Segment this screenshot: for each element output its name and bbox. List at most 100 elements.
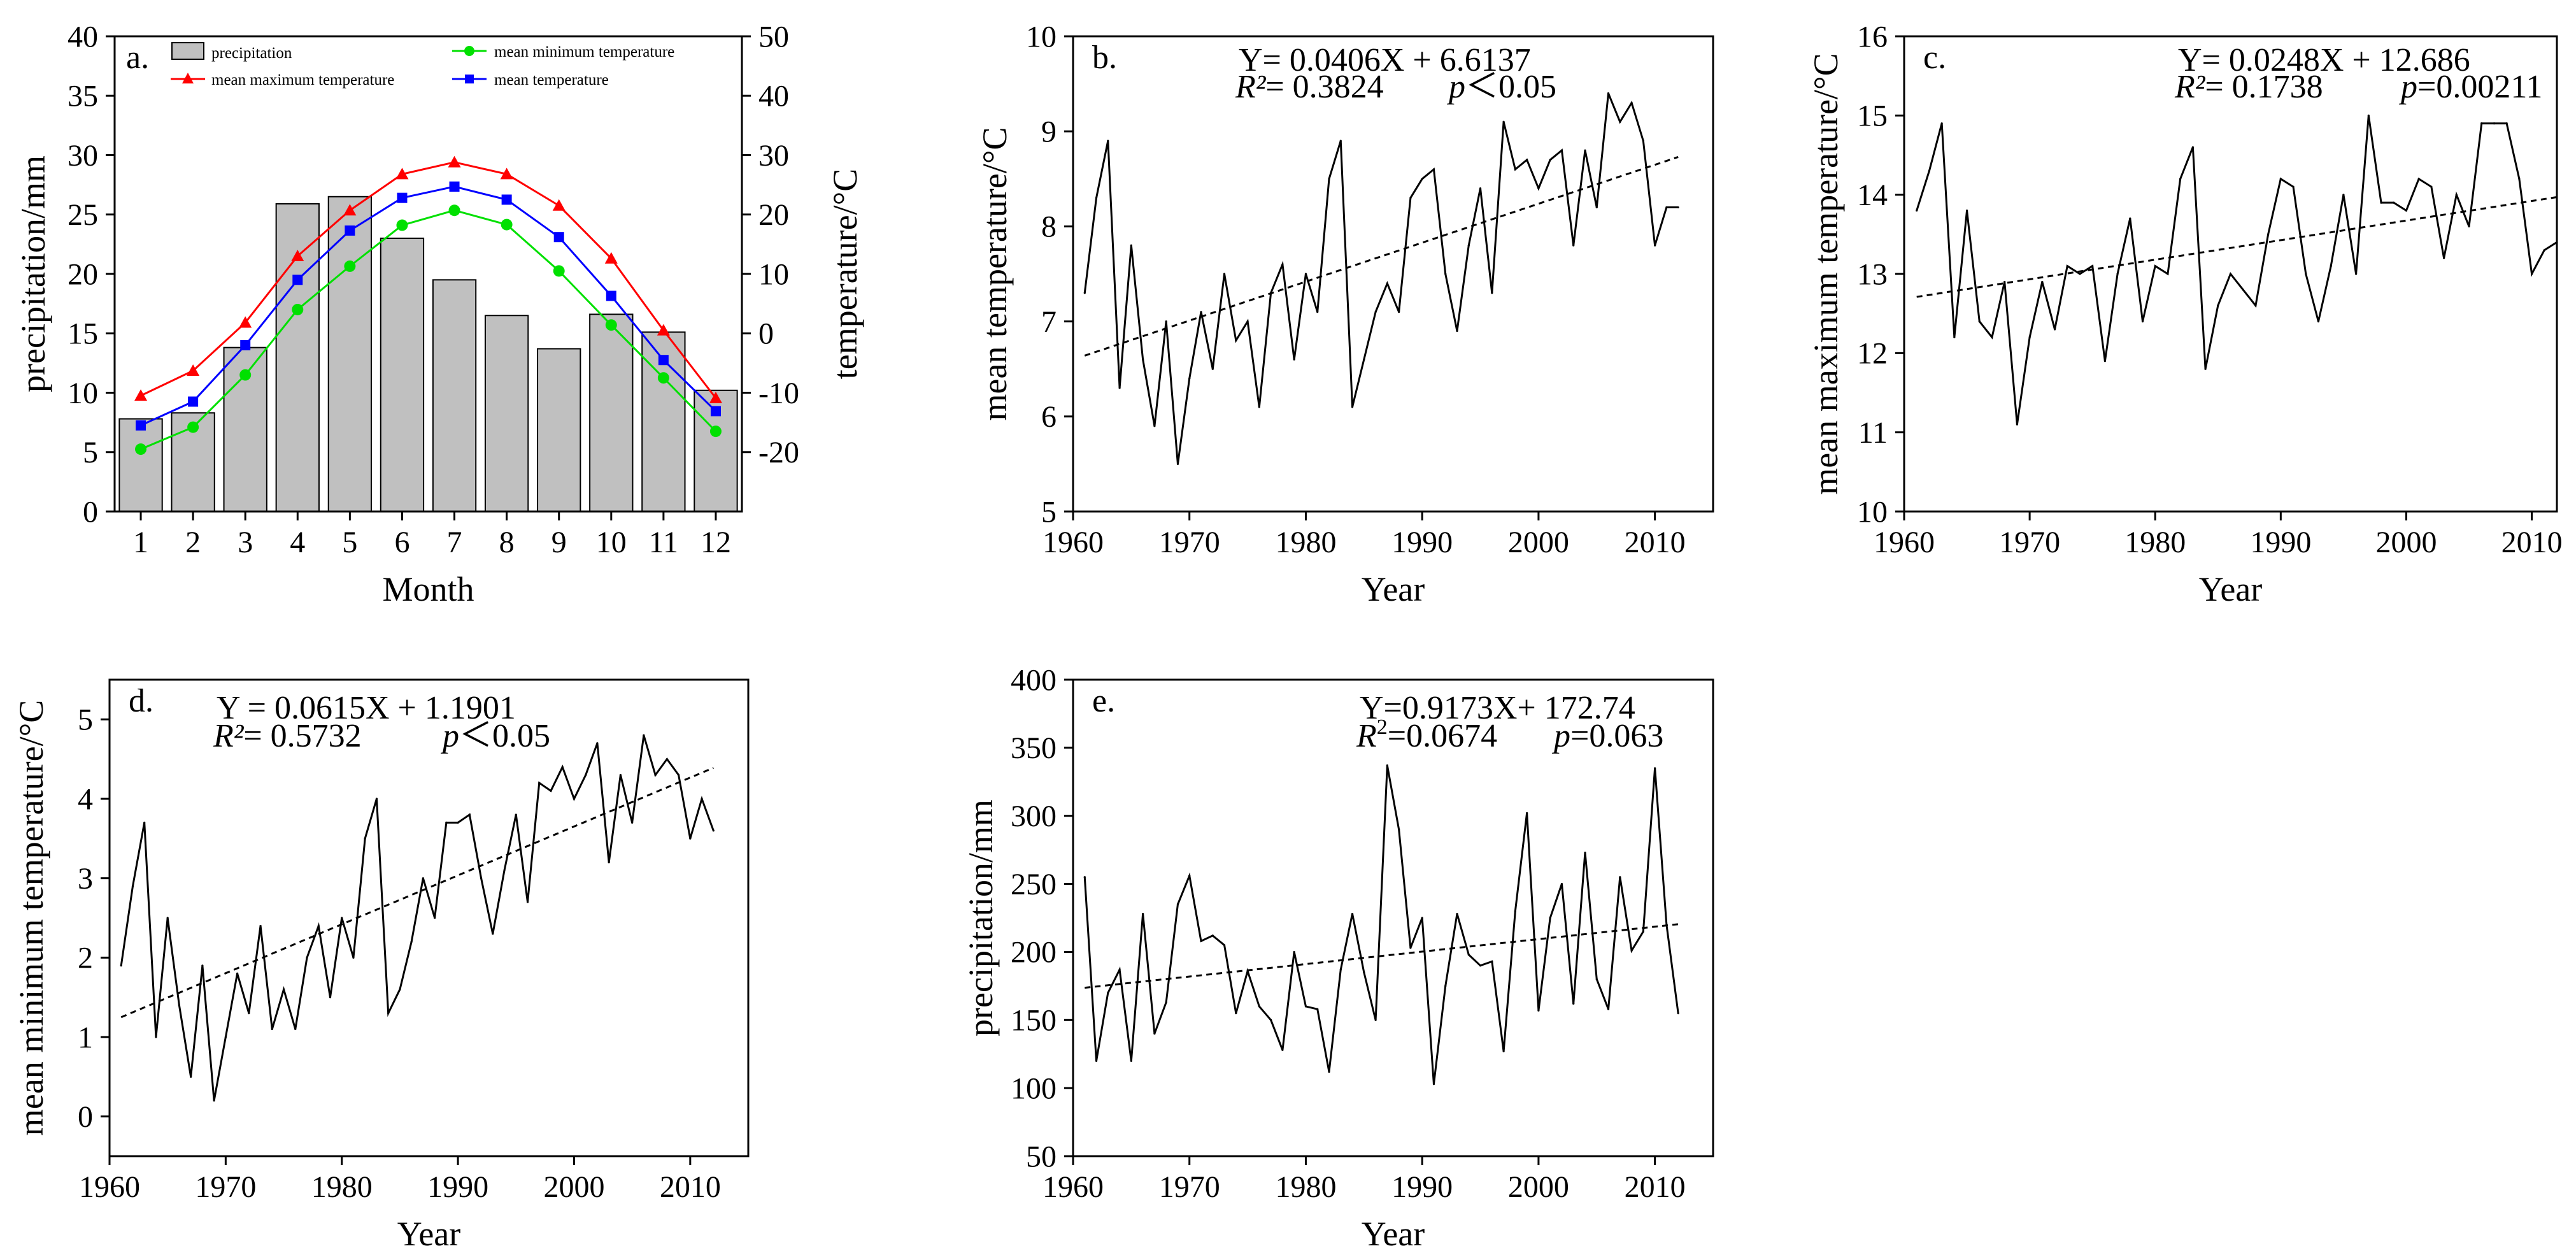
p-value: =0.00211	[2417, 69, 2542, 105]
data-point	[2167, 273, 2169, 275]
data-point	[1107, 140, 1109, 142]
r-squared-symbol: R²	[213, 718, 245, 754]
x-tick-label: 3	[238, 526, 253, 559]
y-axis-label: mean temperature/°C	[976, 127, 1014, 421]
data-point	[2317, 320, 2320, 323]
y-axis-label: precipitation/mm	[14, 155, 52, 392]
data-point	[2330, 264, 2332, 268]
p-symbol: p	[2398, 69, 2417, 105]
y-tick-label: 7	[1041, 305, 1057, 339]
y-tick-label: 20	[68, 257, 98, 291]
data-point	[1386, 282, 1388, 285]
y2-tick-label: 30	[758, 139, 789, 173]
tmin-point	[709, 426, 722, 438]
legend: precipitation mean maximum temperature mea…	[171, 42, 674, 89]
y2-axis-label: temperature/°C	[826, 169, 864, 379]
data-point	[2355, 273, 2358, 275]
data-point	[1351, 912, 1354, 915]
chart-panel-c: 10 11 12 13 14 15 16 1960 1970 1980 1990 2000 2010 Ye…	[1807, 20, 2563, 608]
data-point	[1200, 311, 1202, 313]
data-point	[2091, 264, 2094, 268]
data-point	[445, 821, 448, 824]
data-point	[631, 821, 634, 824]
x-tick-label: 1960	[79, 1170, 140, 1204]
data-point	[1526, 159, 1528, 161]
data-point	[1363, 358, 1365, 361]
data-point	[1491, 960, 1493, 963]
tmean-point	[292, 275, 303, 285]
data-point	[1165, 1001, 1167, 1004]
x-tick-label: 2000	[1508, 1170, 1569, 1204]
data-point	[213, 1099, 215, 1102]
r-squared-symbol: R²	[1235, 69, 1267, 105]
y-tick-label: 10	[1857, 495, 1888, 529]
data-point	[1654, 767, 1656, 770]
data-point	[1118, 387, 1121, 389]
precipitation-bar	[327, 196, 373, 512]
tmean-line	[140, 185, 717, 427]
data-point	[1479, 187, 1482, 190]
data-point	[1654, 244, 1656, 247]
data-point	[2518, 178, 2521, 180]
legend-tmin-marker	[464, 46, 474, 56]
data-point	[1176, 903, 1179, 906]
data-point	[2254, 304, 2257, 307]
tmean-point	[658, 355, 669, 366]
data-point	[352, 956, 355, 959]
data-point	[1642, 140, 1644, 142]
y-tick-label: 10	[68, 376, 98, 410]
data-point	[364, 837, 366, 840]
tmin-point	[135, 443, 147, 455]
data-point	[585, 774, 587, 777]
x-tick-label: 1970	[1159, 1170, 1220, 1204]
y2-tick-label: 20	[758, 198, 789, 232]
data-point	[2480, 122, 2483, 125]
data-point	[1328, 178, 1330, 180]
trend-line	[1084, 156, 1679, 357]
x-tick-label: 1970	[1159, 526, 1220, 559]
chart-panel-b: 5 6 7 8 9 10 1960 1970 1980 1990 2000 2010 Year mean …	[976, 20, 1714, 608]
data-point	[1467, 954, 1470, 956]
legend-tmax-marker	[182, 73, 194, 83]
data-point	[1549, 159, 1551, 161]
data-point	[1153, 1033, 1156, 1035]
data-point	[1607, 1008, 1610, 1010]
data-point	[2079, 273, 2081, 275]
data-point	[1560, 149, 1563, 152]
data-point	[1188, 875, 1191, 877]
data-point	[2417, 178, 2420, 180]
data-point	[1491, 292, 1493, 294]
data-point	[1502, 120, 1505, 123]
x-tick-label: 5	[342, 526, 357, 559]
data-point	[712, 829, 715, 832]
x-tick-label: 1960	[1874, 526, 1935, 559]
tmean-point	[710, 406, 721, 417]
trend-line	[1085, 923, 1679, 989]
x-axis-label: Year	[1362, 570, 1425, 608]
data-point	[677, 774, 680, 777]
data-point	[2129, 217, 2131, 220]
data-point	[178, 1004, 181, 1006]
data-point	[1374, 311, 1377, 313]
p-value: ＜0.05	[459, 718, 550, 754]
p-value: ＜0.05	[1465, 69, 1556, 105]
data-point	[2455, 194, 2458, 196]
r-squared-annotation: R²= 0.1738	[2174, 69, 2323, 105]
x-tick-label: 1990	[2250, 526, 2311, 559]
x-tick-label: 2	[185, 526, 201, 559]
y-tick-label: 9	[1041, 115, 1057, 149]
x-tick-label: 1980	[1275, 1170, 1336, 1204]
data-point	[1130, 1059, 1132, 1062]
data-point	[1304, 273, 1307, 275]
data-point	[341, 917, 343, 919]
data-point	[2430, 185, 2433, 188]
x-tick-label: 1990	[1391, 526, 1453, 559]
y-tick-label: 5	[1041, 495, 1057, 529]
x-tick-label: 1980	[2124, 526, 2186, 559]
precipitation-bar	[118, 418, 163, 513]
data-point	[1595, 206, 1598, 209]
data-point	[2041, 280, 2044, 283]
data-line	[1916, 115, 2558, 425]
data-point	[1953, 336, 1956, 339]
y-tick-label: 15	[1857, 99, 1888, 133]
